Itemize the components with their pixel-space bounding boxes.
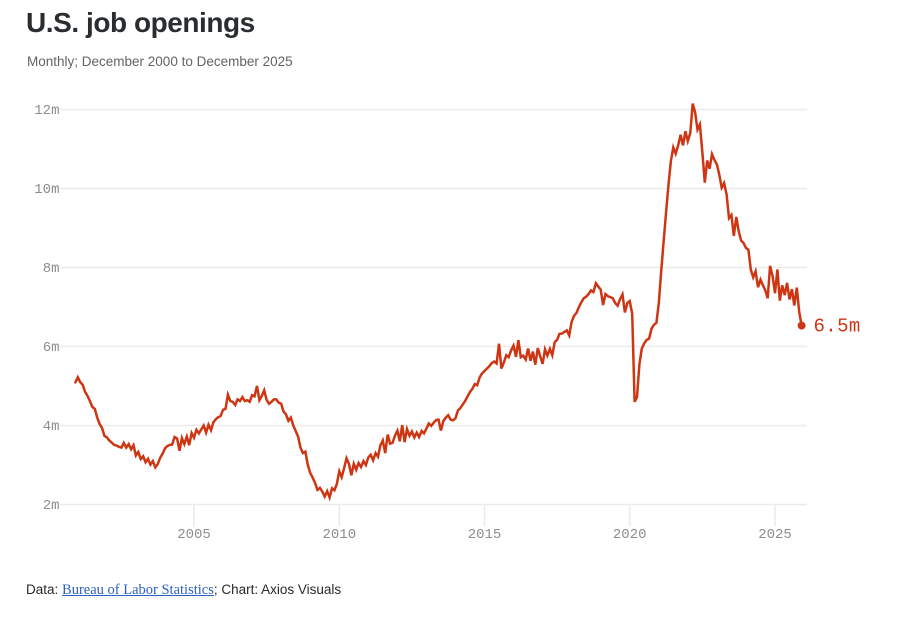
svg-text:2m: 2m bbox=[43, 498, 60, 514]
svg-text:2025: 2025 bbox=[758, 527, 792, 543]
svg-text:10m: 10m bbox=[34, 182, 59, 198]
svg-text:2010: 2010 bbox=[322, 527, 356, 543]
svg-text:2020: 2020 bbox=[613, 527, 647, 543]
svg-text:4m: 4m bbox=[43, 419, 60, 435]
svg-text:6m: 6m bbox=[43, 340, 60, 356]
svg-text:6.5m: 6.5m bbox=[814, 316, 861, 338]
svg-text:12m: 12m bbox=[34, 103, 59, 119]
svg-text:2015: 2015 bbox=[468, 527, 502, 543]
svg-text:2005: 2005 bbox=[177, 527, 211, 543]
svg-text:8m: 8m bbox=[43, 261, 60, 277]
